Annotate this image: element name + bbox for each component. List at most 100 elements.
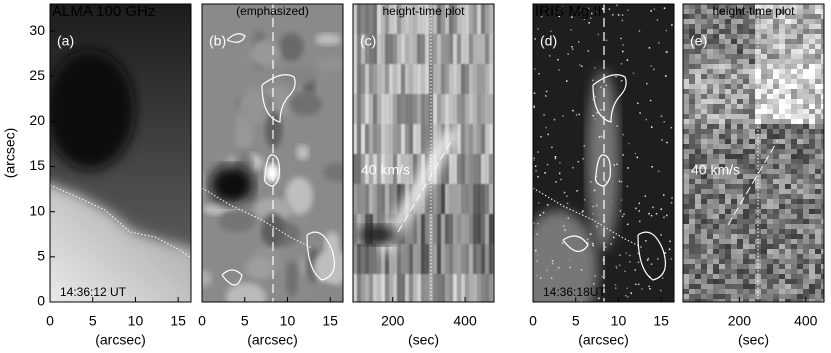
image-texture [695,179,701,184]
image-texture [767,14,773,19]
image-texture [646,82,648,85]
image-texture [767,124,773,129]
image-texture [477,244,482,275]
image-texture [669,240,671,243]
image-texture [260,85,294,119]
image-texture [683,84,689,89]
image-texture [648,47,651,49]
image-texture [589,17,592,19]
image-texture [755,84,761,89]
image-texture [481,274,486,302]
image-texture [761,119,767,124]
image-texture [284,177,314,215]
image-texture [785,174,791,179]
image-texture [405,64,410,95]
image-texture [701,174,707,179]
image-texture [583,145,586,147]
image-texture [538,72,540,75]
image-texture [785,254,791,259]
image-texture [713,249,719,254]
image-texture [767,29,773,34]
x-axis-label: (arcsec) [95,332,146,348]
image-texture [465,184,470,215]
image-texture [381,94,386,125]
image-texture [821,34,824,39]
image-texture [725,154,731,159]
image-texture [755,74,761,79]
image-texture [731,89,737,94]
image-texture [719,254,725,259]
image-texture [791,64,797,69]
image-texture [613,236,615,239]
image-texture [743,179,749,184]
image-texture [636,156,639,159]
image-texture [357,64,362,95]
image-texture [683,129,689,134]
image-texture [537,28,539,30]
image-texture [749,184,755,189]
image-texture [767,234,773,239]
image-texture [797,14,803,19]
image-texture [457,244,462,275]
image-texture [616,163,618,166]
image-texture [695,204,701,209]
image-texture [809,219,815,224]
image-texture [689,49,695,54]
image-texture [533,105,535,107]
image-texture [785,89,791,94]
image-texture [797,154,803,159]
image-texture [797,49,803,54]
image-texture [761,264,767,269]
image-texture [701,94,707,99]
image-texture [797,264,803,269]
image-texture [779,174,785,179]
image-texture [695,299,701,302]
image-texture [315,33,341,46]
image-texture [701,144,707,149]
image-texture [815,44,821,49]
image-texture [773,79,779,84]
image-texture [773,219,779,224]
image-texture [725,219,731,224]
image-texture [725,279,731,284]
image-texture [683,89,689,94]
image-texture [683,259,689,264]
image-texture [737,189,743,194]
image-texture [453,4,458,35]
image-texture [701,129,707,134]
image-texture [761,49,767,54]
image-texture [749,49,755,54]
image-texture [445,154,450,185]
image-texture [683,299,689,302]
image-texture [393,184,398,215]
image-texture [773,254,779,259]
image-texture [779,179,785,184]
image-texture [477,274,482,302]
image-texture [537,151,539,153]
image-texture [560,178,562,181]
image-texture [695,64,701,69]
image-texture [731,79,737,84]
image-texture [803,199,809,204]
image-texture [683,134,689,139]
image-texture [749,264,755,269]
image-texture [537,176,539,178]
image-texture [719,199,725,204]
image-texture [713,169,719,174]
image-texture [593,283,595,285]
image-texture [441,34,446,65]
image-texture [749,284,755,289]
image-texture [725,209,731,214]
image-texture [731,259,737,264]
image-texture [596,112,598,114]
image-texture [779,194,785,199]
image-texture [663,216,665,219]
image-texture [409,64,414,95]
image-texture [731,299,737,302]
image-texture [473,274,478,302]
image-texture [785,84,791,89]
image-texture [625,252,628,254]
image-texture [821,39,824,44]
image-texture [544,95,547,97]
x-tick-label: 5 [89,313,97,329]
